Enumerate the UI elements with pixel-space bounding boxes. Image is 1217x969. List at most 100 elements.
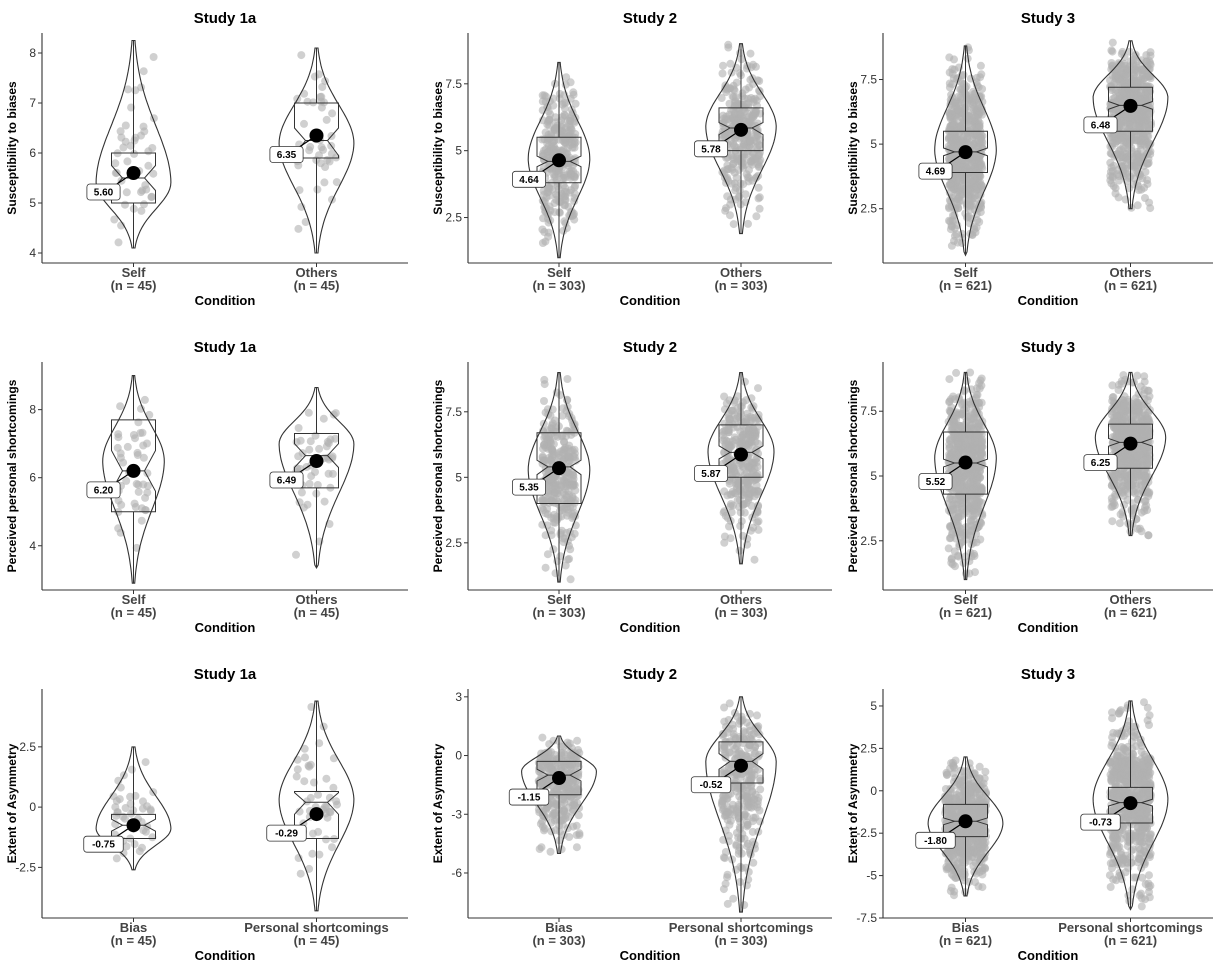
data-point: [949, 419, 958, 427]
data-point: [725, 820, 734, 829]
data-point: [742, 787, 751, 795]
data-point: [948, 505, 957, 514]
data-point: [732, 93, 740, 102]
mean-label-box: [694, 465, 729, 482]
data-point: [555, 836, 564, 845]
category-label: Others: [720, 265, 762, 280]
data-point: [566, 545, 575, 554]
data-point: [1125, 47, 1134, 56]
data-point: [543, 550, 552, 559]
data-point: [1144, 158, 1153, 167]
violin-outline: [934, 45, 997, 257]
notched-box: [111, 419, 156, 513]
data-point: [571, 181, 580, 190]
data-point: [559, 145, 568, 154]
data-point: [977, 203, 986, 212]
data-point: [977, 398, 986, 407]
data-point: [947, 395, 955, 404]
data-point: [294, 424, 303, 432]
data-point: [306, 142, 315, 151]
violin-outline: [705, 43, 777, 235]
data-point: [319, 722, 328, 731]
data-point: [145, 410, 154, 419]
data-point: [554, 758, 563, 767]
data-point: [959, 530, 968, 539]
data-point: [725, 415, 734, 423]
data-point: [1112, 424, 1120, 433]
data-point: [569, 88, 578, 97]
data-point: [741, 470, 749, 479]
data-point: [744, 177, 753, 186]
y-tick-label: 7.5: [445, 77, 462, 91]
data-point: [116, 127, 125, 136]
data-point: [566, 751, 575, 760]
violin-outline: [278, 47, 355, 254]
data-point: [305, 445, 314, 454]
data-point: [1121, 164, 1130, 173]
y-tick-label: 3: [455, 690, 462, 704]
data-point: [737, 781, 746, 790]
y-tick-label: 5: [29, 196, 36, 210]
data-point: [565, 554, 574, 563]
data-point: [300, 744, 309, 753]
data-point: [737, 55, 746, 64]
data-points: [293, 51, 341, 233]
violin-outline: [102, 375, 165, 584]
data-point: [735, 792, 744, 801]
data-point: [559, 815, 568, 824]
data-point: [749, 813, 758, 822]
data-point: [325, 807, 334, 816]
data-point: [975, 121, 984, 130]
data-point: [745, 83, 754, 92]
data-point: [1133, 469, 1141, 478]
data-point: [753, 724, 762, 733]
data-point: [1107, 163, 1116, 172]
data-point: [754, 517, 763, 526]
category-label: Self: [547, 592, 572, 607]
data-point: [143, 488, 152, 497]
y-tick-label: -3: [451, 807, 462, 821]
data-point: [544, 228, 553, 237]
data-point: [556, 391, 565, 400]
y-tick-label: -5: [866, 869, 877, 883]
data-point: [313, 185, 322, 194]
data-point: [752, 212, 761, 221]
y-tick-label: 5: [455, 144, 462, 158]
n-label: (n = 45): [111, 605, 157, 620]
data-point: [740, 94, 749, 103]
notched-box: [943, 431, 988, 495]
violin-outline: [705, 696, 777, 913]
data-point: [972, 445, 981, 454]
data-point: [552, 427, 561, 436]
data-point: [117, 500, 126, 509]
data-point: [550, 803, 559, 811]
data-point: [971, 159, 980, 168]
data-point: [116, 449, 125, 458]
data-point: [726, 59, 735, 68]
data-point: [543, 510, 552, 519]
data-point: [952, 368, 961, 377]
data-point: [294, 161, 303, 170]
data-point: [740, 508, 749, 517]
data-point: [720, 426, 729, 435]
notched-box: [111, 152, 156, 204]
data-point: [296, 436, 305, 445]
data-point: [1134, 403, 1143, 412]
data-point: [728, 501, 737, 510]
data-point: [719, 745, 728, 754]
violin-outline: [278, 386, 355, 570]
data-point: [137, 131, 145, 140]
data-point: [124, 85, 132, 94]
data-point: [734, 479, 743, 488]
data-point: [540, 397, 548, 405]
data-point: [947, 222, 956, 231]
data-point: [134, 480, 143, 489]
data-point: [315, 739, 324, 748]
notched-box: [718, 107, 764, 152]
data-point: [114, 433, 123, 442]
y-tick-label: 5: [455, 470, 462, 484]
